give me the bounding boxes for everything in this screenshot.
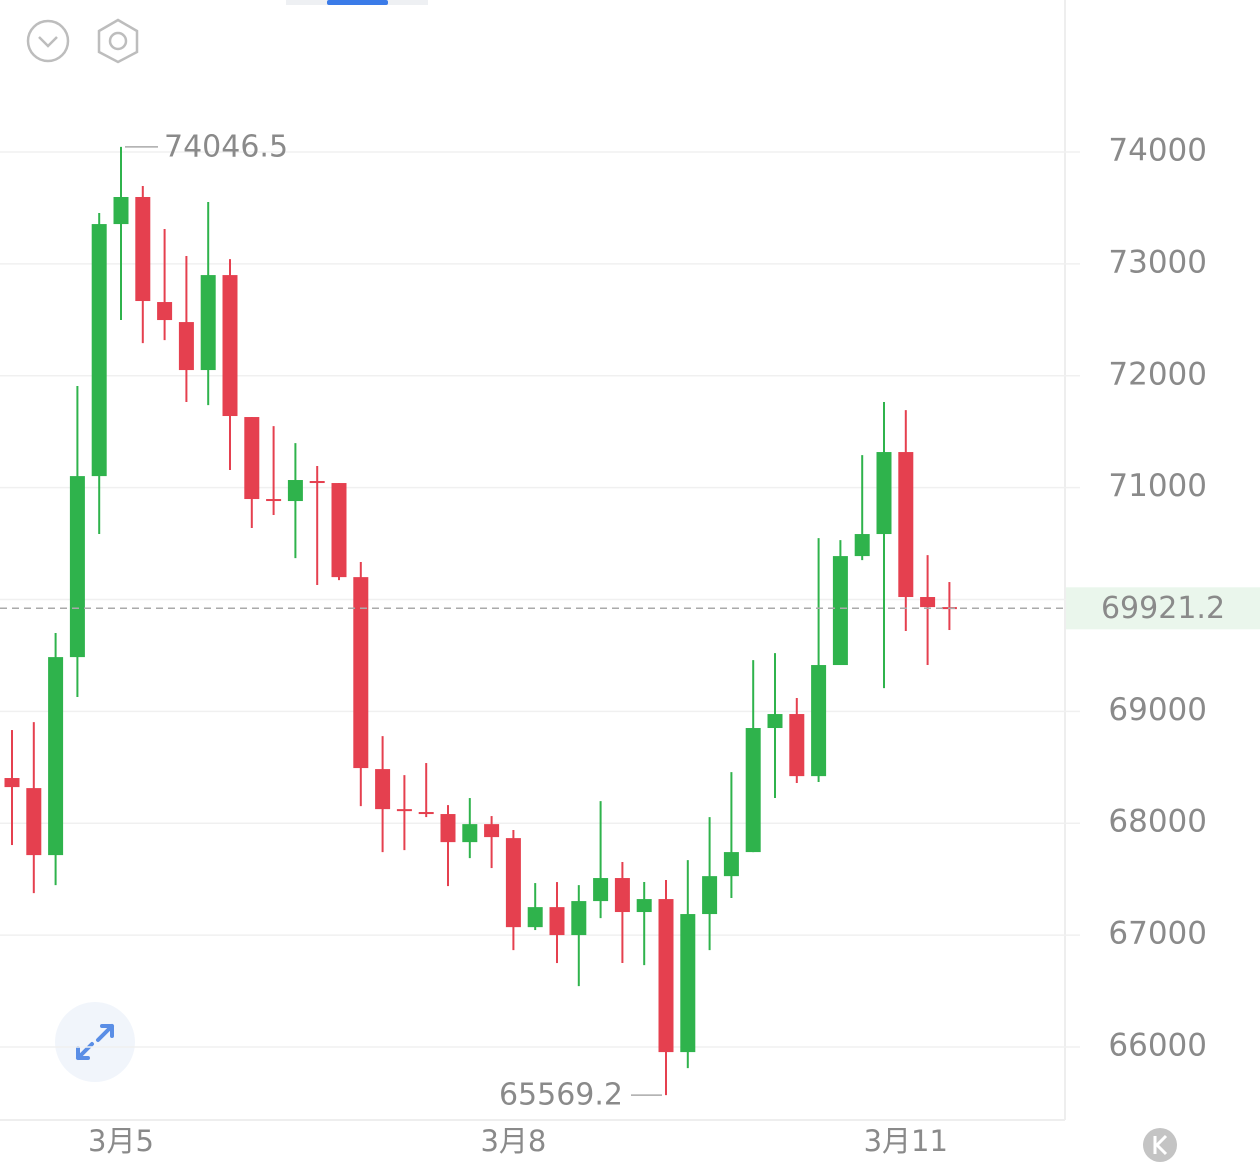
candle-body (832, 556, 848, 666)
collapse-button[interactable] (26, 19, 70, 63)
settings-button[interactable] (97, 18, 139, 64)
tab-indicator (327, 0, 388, 5)
candle-body (222, 275, 238, 417)
x-tick-label: 3月8 (480, 1124, 546, 1158)
candle-body (636, 899, 652, 913)
candle-body (353, 577, 369, 769)
candle-body (549, 907, 565, 936)
candle-body (287, 480, 303, 502)
y-tick-label: 74000 (1108, 133, 1207, 169)
last-price-label: 69921.2 (1101, 591, 1225, 626)
y-tick-label: 72000 (1108, 356, 1207, 392)
y-tick-label: 67000 (1108, 916, 1207, 952)
candle-body (309, 481, 325, 484)
x-tick-label: 3月11 (864, 1124, 948, 1158)
candle-body (135, 196, 151, 302)
y-tick-label: 68000 (1108, 804, 1207, 840)
candle-body (680, 914, 696, 1053)
candle-body (113, 196, 129, 225)
y-tick-label: 69000 (1108, 692, 1207, 728)
x-tick-label: 3月5 (88, 1124, 154, 1158)
candle-body (658, 899, 674, 1053)
last-price-box (1066, 587, 1260, 630)
candle-body (723, 852, 739, 877)
candle-body (396, 809, 412, 812)
candle-body (69, 476, 85, 658)
max-label: 74046.5 (164, 129, 288, 164)
candle-body (854, 534, 870, 557)
candle-body (331, 483, 347, 578)
candle-body (767, 714, 783, 729)
candle-body (876, 452, 892, 535)
candle-body (26, 788, 42, 856)
candle-body (418, 812, 434, 815)
candle-body (462, 824, 478, 843)
candle-body (811, 665, 827, 777)
y-tick-label: 71000 (1108, 468, 1207, 504)
candle-body (440, 814, 456, 843)
k-button[interactable] (1143, 1128, 1177, 1162)
candle-body (527, 907, 543, 928)
candle-body (157, 302, 173, 321)
candle-body (244, 417, 260, 500)
candle-body (48, 657, 64, 856)
candle-body (898, 452, 914, 598)
candle-body (375, 769, 391, 810)
y-tick-label: 73000 (1108, 244, 1207, 280)
fullscreen-button[interactable] (55, 1002, 135, 1082)
candle-body (266, 499, 282, 502)
candle-body (789, 714, 805, 777)
candle-body (4, 778, 20, 788)
candle-body (484, 824, 500, 838)
min-label: 65569.2 (499, 1078, 623, 1113)
candle-body (702, 876, 718, 915)
candle-body (614, 878, 630, 913)
y-tick-label: 66000 (1108, 1027, 1207, 1063)
candle-body (745, 728, 761, 853)
candle-body (178, 322, 194, 371)
candle-body (920, 597, 936, 608)
candle-body (91, 224, 107, 477)
candle-body (571, 901, 587, 936)
candle-body (200, 275, 216, 371)
candle-body (505, 838, 521, 928)
candle-body (593, 878, 609, 902)
